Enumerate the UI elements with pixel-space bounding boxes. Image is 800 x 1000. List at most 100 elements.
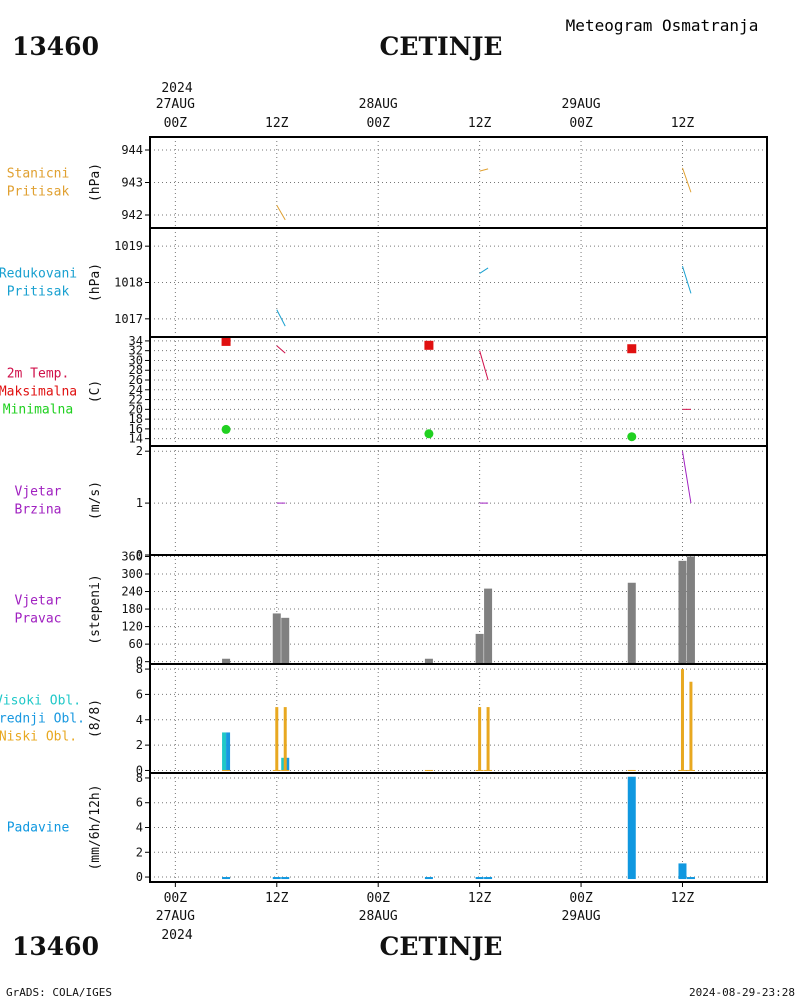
precip-bar: [678, 863, 687, 880]
y-tick-label: 18: [129, 412, 143, 426]
panel-label: Maksimalna: [0, 385, 77, 400]
station-name-bottom: CETINJE: [380, 932, 503, 961]
precip-bar: [281, 877, 290, 880]
wind-direction-bar: [484, 588, 493, 665]
y-tick-label: 1018: [114, 276, 143, 290]
panel-frame: [149, 336, 768, 447]
precip-bar: [475, 877, 484, 880]
precip-bar: [686, 877, 695, 880]
precip-bar: [272, 877, 281, 880]
cloud-low-bar: [478, 707, 482, 771]
station-id-bottom: 13460: [12, 932, 99, 961]
y-tick-label: 943: [121, 176, 143, 190]
panel-label: 2m Temp.: [7, 367, 70, 382]
cloud-low-bar: [283, 707, 287, 771]
y-tick-label: 28: [129, 363, 143, 377]
y-tick-label: 24: [129, 383, 143, 397]
y-tick-label: 240: [121, 585, 143, 599]
bottom-date-label: 27AUG: [156, 909, 195, 924]
wind-direction-bar: [281, 617, 290, 665]
y-tick-label: 0: [136, 870, 143, 884]
top-date-label: 29AUG: [561, 97, 600, 112]
y-tick-label: 300: [121, 567, 143, 581]
top-time-axis: 2024 27AUG 00Z 12Z 28AUG 00Z 12Z 29AUG 00Z 12Z: [156, 81, 695, 131]
panel-frame: [149, 772, 768, 883]
cloud-mid-bar: [285, 757, 290, 771]
tmin-marker: [424, 429, 434, 439]
panel-label: Srednji Obl.: [0, 712, 85, 727]
wind-direction-bar: [222, 658, 231, 665]
top-hour-label: 00Z: [366, 116, 390, 131]
y-tick-label: 4: [136, 821, 143, 835]
panel-station-pressure: 942 943 944 Stanicni Pritisak (hPa): [7, 136, 768, 229]
chart-subtitle: Meteogram Osmatranja: [566, 16, 759, 35]
series-line-segment: [682, 167, 692, 193]
panel-label: Stanicni: [7, 167, 70, 182]
wind-direction-bar: [678, 560, 687, 665]
y-tick-label: 2: [136, 738, 143, 752]
y-tick-label: 20: [129, 402, 143, 416]
panel-frame: [149, 663, 768, 774]
y-tick-label: 360: [121, 549, 143, 563]
footer-credit: GrADS: COLA/IGES: [6, 986, 112, 999]
footer: 13460 CETINJE GrADS: COLA/IGES 2024-08-2…: [6, 932, 795, 999]
header: 13460 CETINJE Meteogram Osmatranja: [12, 16, 758, 61]
station-id-top: 13460: [12, 32, 99, 61]
y-tick-label: 1: [136, 496, 143, 510]
series-line-segment: [682, 266, 692, 294]
y-axis-label: (m/s): [88, 481, 103, 520]
top-hour-label: 12Z: [671, 116, 695, 131]
y-axis-label: (8/8): [88, 699, 103, 738]
top-year-label: 2024: [161, 81, 192, 96]
top-hour-label: 00Z: [164, 116, 188, 131]
panel-label: Vjetar: [15, 485, 62, 500]
y-tick-label: 0: [136, 655, 143, 669]
y-tick-label: 30: [129, 353, 143, 367]
panel-wind-direction: 0 60 120 180 240 300 360 Vjetar Pravac (stepeni): [15, 549, 768, 669]
cloud-low-bar: [486, 707, 490, 771]
series-line-segment: [479, 168, 489, 172]
precip-bar: [627, 776, 636, 880]
bottom-hour-label: 12Z: [468, 891, 492, 906]
series-line-segment: [276, 204, 286, 221]
panel-label: Vjetar: [15, 594, 62, 609]
panel-label: Redukovani: [0, 267, 77, 282]
bottom-year-label: 2024: [161, 928, 192, 943]
tmin-marker: [221, 424, 231, 434]
bottom-hour-label: 00Z: [366, 891, 390, 906]
cloud-high-bar: [281, 757, 286, 771]
cloud-high-bar: [222, 732, 227, 771]
y-axis-label: (hPa): [88, 163, 103, 202]
y-tick-label: 0: [136, 763, 143, 777]
y-tick-label: 1017: [114, 312, 143, 326]
cloud-mid-bar: [226, 732, 231, 771]
panel-label: Brzina: [15, 503, 62, 518]
y-axis-label: (C): [88, 380, 103, 403]
y-tick-label: 4: [136, 713, 143, 727]
footer-timestamp: 2024-08-29-23:28: [689, 986, 795, 999]
panel-cloud-cover: 0 2 4 6 8 Visoki Obl. Srednji Obl. Niski Obl. (8…: [0, 662, 768, 777]
top-date-label: 28AUG: [359, 97, 398, 112]
panel-label: Pritisak: [7, 285, 70, 300]
precip-bar: [424, 877, 433, 880]
wind-direction-bar: [627, 582, 636, 665]
bottom-date-label: 29AUG: [561, 909, 600, 924]
bottom-hour-label: 12Z: [671, 891, 695, 906]
y-tick-label: 6: [136, 796, 143, 810]
panel-label: Minimalna: [3, 403, 73, 418]
panel-frame: [149, 445, 768, 556]
tmax-marker: [221, 336, 231, 346]
tmax-marker: [627, 344, 637, 354]
cloud-low-bar: [689, 681, 693, 771]
top-hour-label: 12Z: [468, 116, 492, 131]
bottom-hour-label: 00Z: [164, 891, 188, 906]
y-tick-label: 26: [129, 373, 143, 387]
y-tick-label: 120: [121, 620, 143, 634]
panel-wind-speed: 0 1 2 Vjetar Brzina (m/s): [15, 444, 768, 562]
y-tick-label: 22: [129, 393, 143, 407]
precip-bar: [222, 877, 231, 880]
top-hour-label: 12Z: [265, 116, 289, 131]
panel-label: Niski Obl.: [0, 730, 77, 745]
